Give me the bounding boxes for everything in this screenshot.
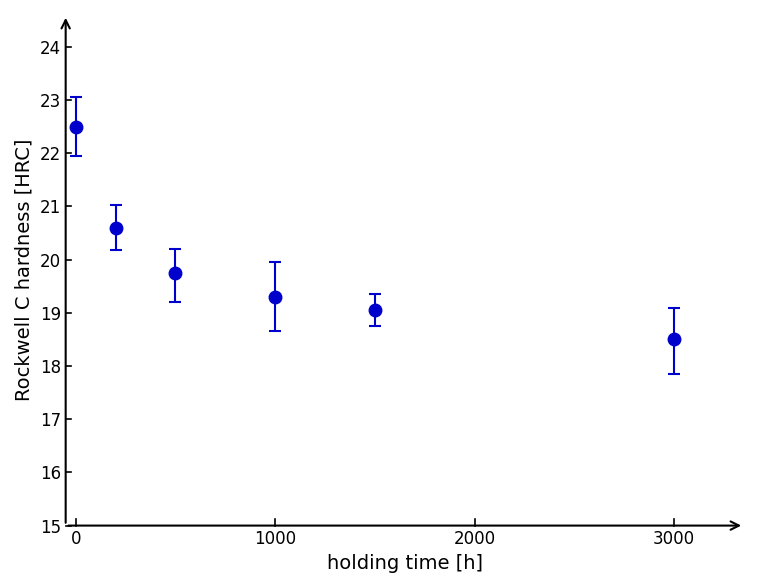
X-axis label: holding time [h]: holding time [h]: [327, 554, 483, 573]
Y-axis label: Rockwell C hardness [HRC]: Rockwell C hardness [HRC]: [15, 139, 34, 402]
